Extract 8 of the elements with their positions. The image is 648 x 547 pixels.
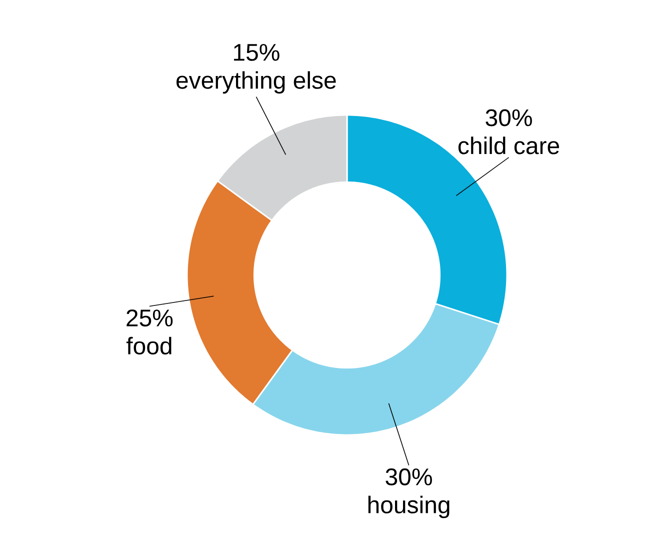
slice-label: everything else [176,71,336,94]
slice-label: child care [458,136,560,154]
slice-label: housing [368,496,450,518]
data-label: 25% [126,309,173,326]
data-label: 30% [486,109,532,126]
slice-label: food [126,336,172,354]
data-label: 30% [386,468,432,486]
data-label: 15% [234,44,280,61]
